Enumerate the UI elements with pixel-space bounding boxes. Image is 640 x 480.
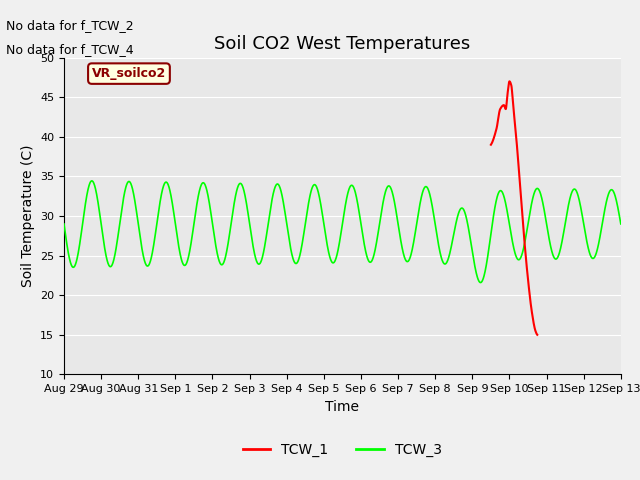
Text: No data for f_TCW_2: No data for f_TCW_2 bbox=[6, 19, 134, 32]
Text: VR_soilco2: VR_soilco2 bbox=[92, 67, 166, 80]
Text: No data for f_TCW_4: No data for f_TCW_4 bbox=[6, 43, 134, 56]
Title: Soil CO2 West Temperatures: Soil CO2 West Temperatures bbox=[214, 35, 470, 53]
X-axis label: Time: Time bbox=[325, 400, 360, 414]
Legend: TCW_1, TCW_3: TCW_1, TCW_3 bbox=[237, 437, 448, 463]
Y-axis label: Soil Temperature (C): Soil Temperature (C) bbox=[20, 145, 35, 287]
